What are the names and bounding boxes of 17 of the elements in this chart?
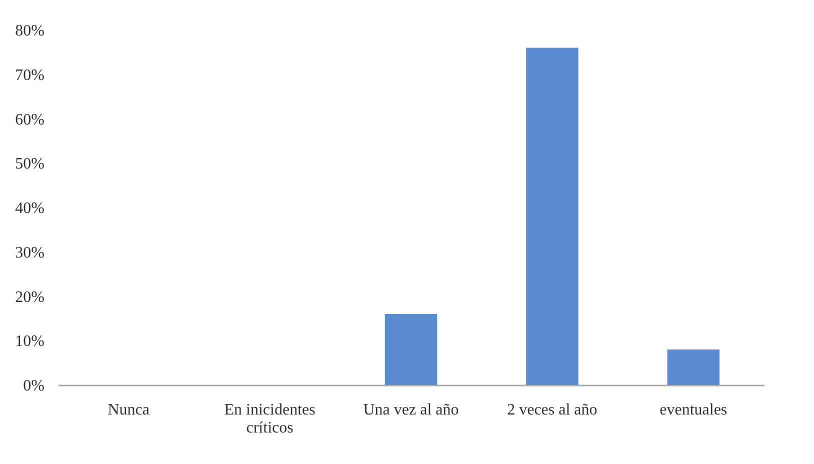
y-tick-label: 0% [23, 378, 44, 394]
x-tick-label: 2 veces al año [507, 402, 598, 418]
x-tick-label: En inicidentes críticos [224, 402, 316, 436]
y-tick-label: 80% [15, 22, 44, 40]
y-tick-label: 40% [15, 200, 44, 217]
y-tick-label: 30% [15, 244, 44, 262]
y-tick-label: 50% [15, 156, 44, 173]
x-tick-label: eventuales [660, 402, 728, 418]
y-tick-label: 70% [15, 66, 44, 84]
y-tick-label: 60% [15, 111, 44, 128]
x-tick-label: Una vez al año [363, 402, 459, 418]
bar [667, 350, 720, 385]
y-tick-label: 10% [15, 333, 44, 350]
y-tick-label: 20% [15, 288, 44, 306]
bar [384, 314, 438, 385]
x-tick-label: Nunca [108, 402, 150, 418]
bar [526, 48, 578, 385]
